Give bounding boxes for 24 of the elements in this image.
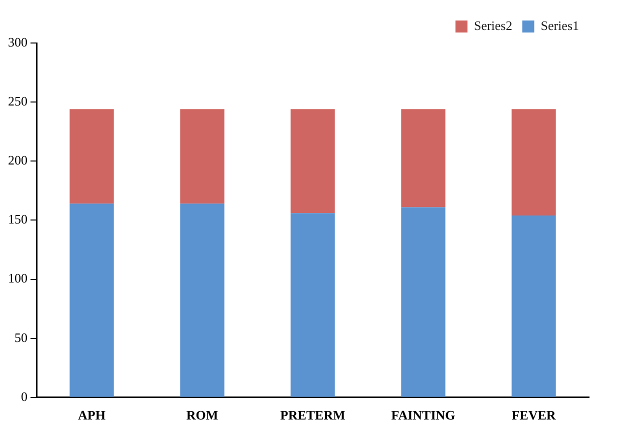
y-tick-label: 300: [8, 34, 28, 50]
legend-label: Series1: [540, 18, 580, 33]
x-tick-label: APH: [78, 408, 106, 423]
bar: [401, 207, 446, 397]
bar: [70, 109, 114, 204]
x-tick-label: PRETERM: [280, 408, 346, 423]
bar: [290, 109, 335, 214]
x-tick-label: ROM: [186, 408, 218, 423]
y-tick-label: 250: [8, 93, 28, 108]
y-tick-label: 0: [21, 388, 28, 404]
bar: [70, 204, 114, 397]
bar: [512, 109, 556, 216]
x-tick-label: FAINTING: [391, 408, 456, 423]
bar: [290, 213, 335, 397]
legend-label: Series2: [474, 18, 512, 33]
x-tick-label: FEVER: [512, 408, 556, 423]
bar: [180, 204, 224, 397]
y-tick-label: 50: [14, 330, 28, 345]
y-tick-label: 200: [8, 152, 28, 168]
y-tick-label: 150: [8, 212, 28, 227]
y-tick-label: 100: [8, 270, 28, 286]
bar: [180, 109, 224, 204]
bar: [401, 109, 446, 208]
bar: [512, 215, 556, 397]
